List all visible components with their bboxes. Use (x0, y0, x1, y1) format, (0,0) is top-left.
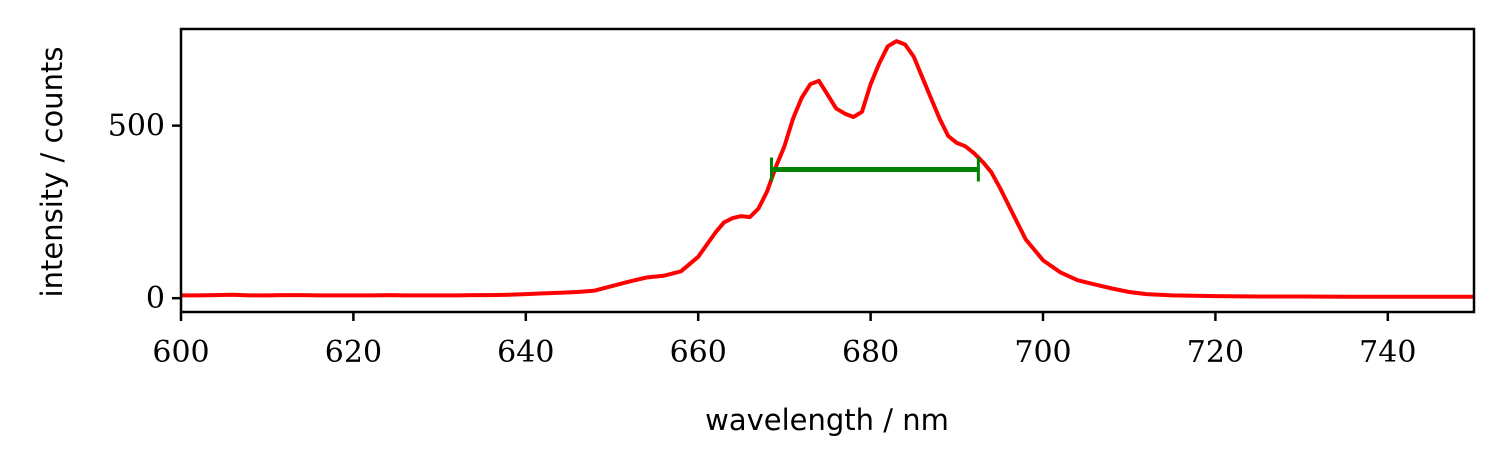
y-axis-title: intensity / counts (35, 47, 69, 298)
x-tick-label-740: 740 (1359, 335, 1416, 370)
plot-area (181, 39, 1474, 299)
spectrum-line (181, 39, 1474, 299)
y-axis: 0 500 (108, 109, 181, 316)
y-tick-label-500: 500 (108, 109, 165, 144)
x-axis-title: wavelength / nm (705, 403, 949, 437)
x-tick-label-660: 660 (670, 335, 727, 370)
x-tick-label-600: 600 (152, 335, 209, 370)
x-tick-label-620: 620 (325, 335, 382, 370)
fwhm-marker (769, 157, 980, 182)
x-tick-label-640: 640 (497, 335, 554, 370)
plot-frame (179, 27, 1476, 314)
x-tick-label-680: 680 (842, 335, 899, 370)
y-tick-label-0: 0 (146, 281, 165, 316)
x-tick-label-700: 700 (1014, 335, 1071, 370)
x-tick-label-720: 720 (1187, 335, 1244, 370)
x-axis: 600 620 640 660 680 700 720 740 (152, 312, 1416, 370)
